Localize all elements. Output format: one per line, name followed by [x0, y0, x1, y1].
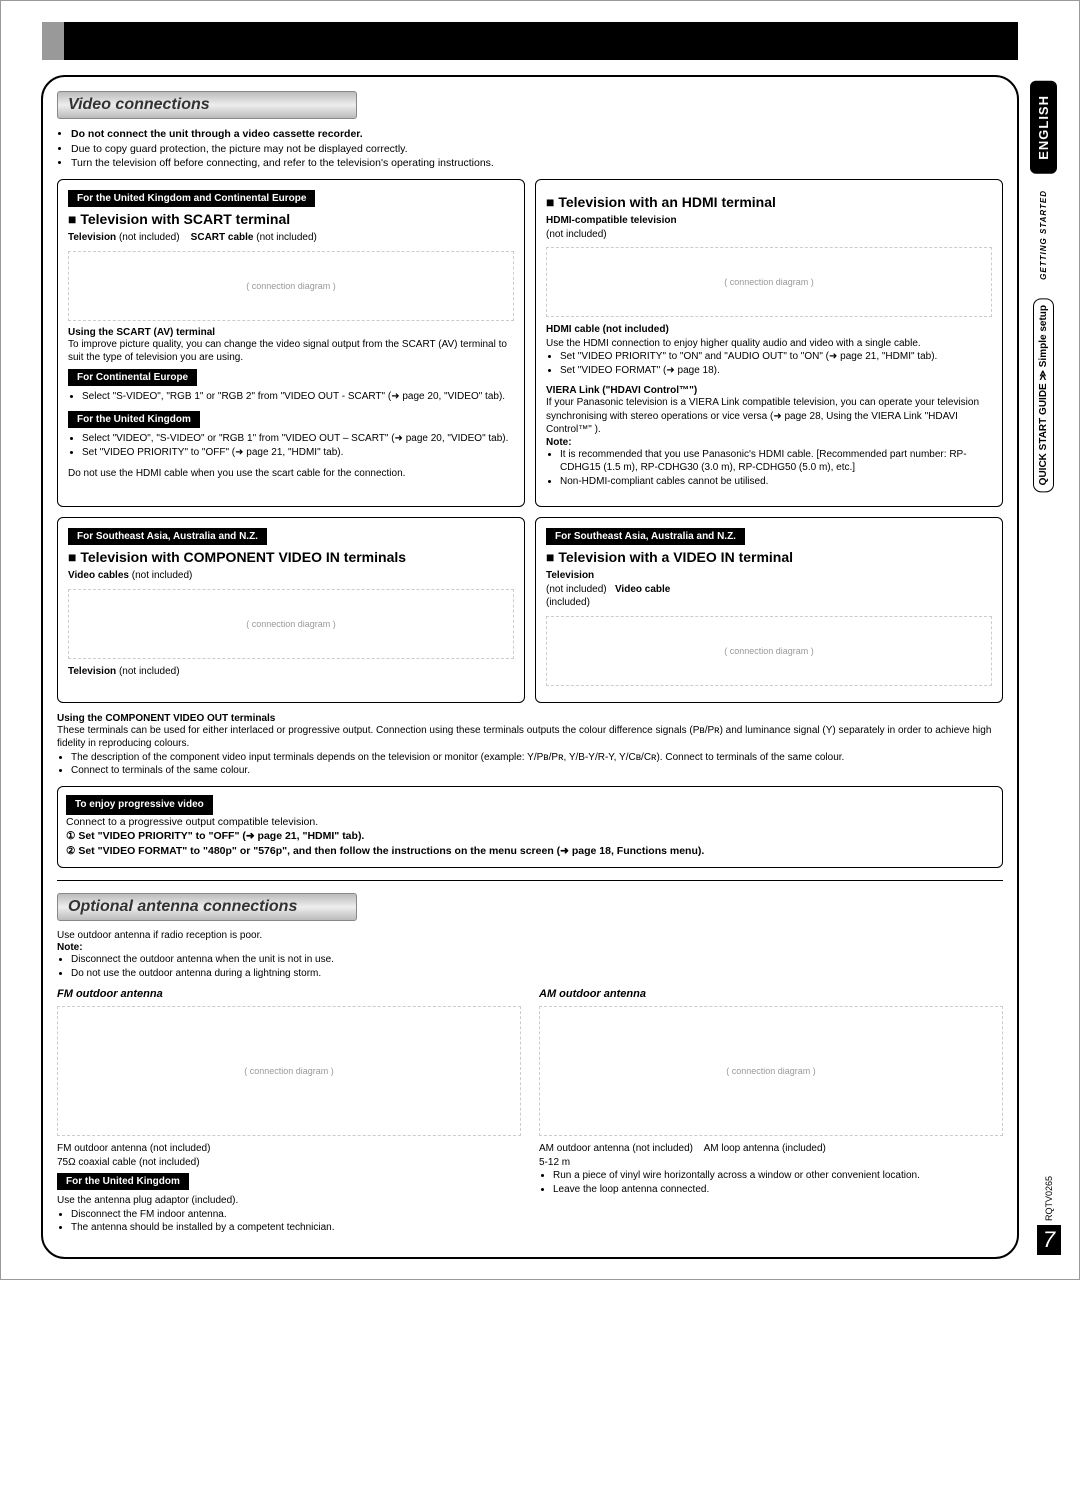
scart-cable-ni: (not included) [256, 232, 317, 243]
intro-b2: Due to copy guard protection, the pictur… [71, 142, 1003, 157]
component-tv-label: Television [68, 666, 116, 677]
component-diagram: ( connection diagram ) [68, 589, 514, 659]
am-col: AM outdoor antenna ( connection diagram … [539, 988, 1003, 1243]
fm-diagram: ( connection diagram ) [57, 1006, 521, 1136]
progressive-box: To enjoy progressive video Connect to a … [57, 786, 1003, 868]
videoin-inc: (included) [546, 597, 590, 608]
component-title: ■ Television with COMPONENT VIDEO IN ter… [68, 549, 514, 565]
videoin-ni: (not included) [546, 584, 607, 595]
side-tabs: ENGLISH GETTING STARTED QUICK START GUID… [1025, 81, 1061, 492]
videoin-cable: Video cable [615, 584, 670, 595]
box-component: For Southeast Asia, Australia and N.Z. ■… [57, 517, 525, 703]
am-l1: AM outdoor antenna (not included) [539, 1143, 693, 1154]
box-scart: For the United Kingdom and Continental E… [57, 179, 525, 507]
antenna-n1: Disconnect the outdoor antenna when the … [71, 953, 1003, 967]
component-region: For Southeast Asia, Australia and N.Z. [68, 528, 267, 545]
scart-region: For the United Kingdom and Continental E… [68, 190, 315, 207]
scart-cable-label: SCART cable [191, 232, 254, 243]
main-panel: Video connections Do not connect the uni… [41, 75, 1019, 1259]
am-range: 5-12 m [539, 1156, 1003, 1170]
fm-b2: The antenna should be installed by a com… [71, 1221, 521, 1235]
fm-hdr: FM outdoor antenna [57, 988, 521, 1000]
hdmi-viera-hdr: VIERA Link ("HDAVI Control™") [546, 385, 992, 396]
scart-region3: For the United Kingdom [68, 411, 200, 428]
doc-code: RQTV0265 [1044, 1176, 1054, 1221]
hdmi-note-hdr: Note: [546, 437, 992, 448]
page-number: 7 [1037, 1225, 1061, 1255]
hdmi-b1: Set "VIDEO PRIORITY" to "ON" and "AUDIO … [560, 350, 992, 364]
hdmi-title: ■ Television with an HDMI terminal [546, 194, 992, 210]
box-videoin: For Southeast Asia, Australia and N.Z. ■… [535, 517, 1003, 703]
am-b1: Run a piece of vinyl wire horizontally a… [553, 1169, 1003, 1183]
videoin-tv-label: Television [546, 570, 594, 581]
prog-l1: Connect to a progressive output compatib… [66, 816, 318, 828]
tab-simple-setup: Simple setup [1038, 305, 1049, 367]
section-video-title: Video connections [57, 91, 357, 119]
intro-b3: Turn the television off before connectin… [71, 156, 1003, 171]
component-b2: Connect to terminals of the same colour. [71, 764, 1003, 778]
scart-tv-label: Television [68, 232, 116, 243]
prog-hdr: To enjoy progressive video [66, 795, 213, 815]
scart-title: ■ Television with SCART terminal [68, 211, 514, 227]
prog-l3: ② Set "VIDEO FORMAT" to "480p" or "576p"… [66, 845, 704, 857]
page-number-block: RQTV0265 7 [1037, 1176, 1061, 1255]
hdmi-viera-txt: If your Panasonic television is a VIERA … [546, 396, 992, 437]
intro-b1: Do not connect the unit through a video … [71, 128, 363, 140]
section-antenna-title: Optional antenna connections [57, 893, 357, 921]
fm-col: FM outdoor antenna ( connection diagram … [57, 988, 521, 1243]
videoin-region: For Southeast Asia, Australia and N.Z. [546, 528, 745, 545]
antenna-n2: Do not use the outdoor antenna during a … [71, 967, 1003, 981]
scart-r3-b2: Set "VIDEO PRIORITY" to "OFF" (➜ page 21… [82, 446, 514, 460]
hdmi-ni: (not included) [546, 229, 607, 240]
fm-b1: Disconnect the FM indoor antenna. [71, 1208, 521, 1222]
scart-using-hdr: Using the SCART (AV) terminal [68, 327, 514, 338]
header-bar [41, 21, 1019, 61]
hdmi-n2: Non-HDMI-compliant cables cannot be util… [560, 475, 992, 489]
fm-l1: FM outdoor antenna (not included) [57, 1142, 521, 1156]
hdmi-b2: Set "VIDEO FORMAT" (➜ page 18). [560, 364, 992, 378]
fm-l2: 75Ω coaxial cable (not included) [57, 1156, 521, 1170]
box-hdmi: ■ Television with an HDMI terminal HDMI-… [535, 179, 1003, 507]
scart-not-inc: (not included) [119, 232, 180, 243]
tab-getting-started: GETTING STARTED [1039, 190, 1048, 280]
antenna-intro: Use outdoor antenna if radio reception i… [57, 929, 1003, 943]
section-divider [57, 880, 1003, 881]
scart-r3-b1: Select "VIDEO", "S-VIDEO" or "RGB 1" fro… [82, 432, 514, 446]
component-cables: Video cables [68, 570, 129, 581]
component-ni: (not included) [132, 570, 193, 581]
component-using-hdr: Using the COMPONENT VIDEO OUT terminals [57, 713, 1003, 724]
fm-l3: Use the antenna plug adaptor (included). [57, 1194, 521, 1208]
scart-diagram: ( connection diagram ) [68, 251, 514, 321]
component-desc1: These terminals can be used for either i… [57, 724, 1003, 751]
tab-quick-start[interactable]: QUICK START GUIDE ≫ Simple setup [1033, 298, 1054, 492]
hdmi-desc: Use the HDMI connection to enjoy higher … [546, 337, 992, 351]
hdmi-diagram: ( connection diagram ) [546, 247, 992, 317]
am-hdr: AM outdoor antenna [539, 988, 1003, 1000]
tab-english[interactable]: ENGLISH [1030, 81, 1057, 174]
fm-region: For the United Kingdom [57, 1173, 189, 1190]
component-tv-ni: (not included) [119, 666, 180, 677]
scart-r2-b1: Select "S-VIDEO", "RGB 1" or "RGB 2" fro… [82, 390, 514, 404]
hdmi-cable-label: HDMI cable (not included) [546, 324, 669, 335]
videoin-diagram: ( connection diagram ) [546, 616, 992, 686]
scart-foot: Do not use the HDMI cable when you use t… [68, 467, 514, 481]
am-diagram: ( connection diagram ) [539, 1006, 1003, 1136]
scart-region2: For Continental Europe [68, 369, 197, 386]
hdmi-tv-label: HDMI-compatible television [546, 215, 677, 226]
tab-quick-label: QUICK START GUIDE [1038, 383, 1049, 485]
hdmi-n1: It is recommended that you use Panasonic… [560, 448, 992, 475]
component-b1: The description of the component video i… [71, 751, 1003, 765]
antenna-note-hdr: Note: [57, 942, 1003, 953]
scart-using-txt: To improve picture quality, you can chan… [68, 338, 514, 365]
am-l2: AM loop antenna (included) [704, 1143, 826, 1154]
am-b2: Leave the loop antenna connected. [553, 1183, 1003, 1197]
prog-l2: ① Set "VIDEO PRIORITY" to "OFF" (➜ page … [66, 830, 364, 842]
intro-bullets: Do not connect the unit through a video … [71, 127, 1003, 171]
videoin-title: ■ Television with a VIDEO IN terminal [546, 549, 992, 565]
